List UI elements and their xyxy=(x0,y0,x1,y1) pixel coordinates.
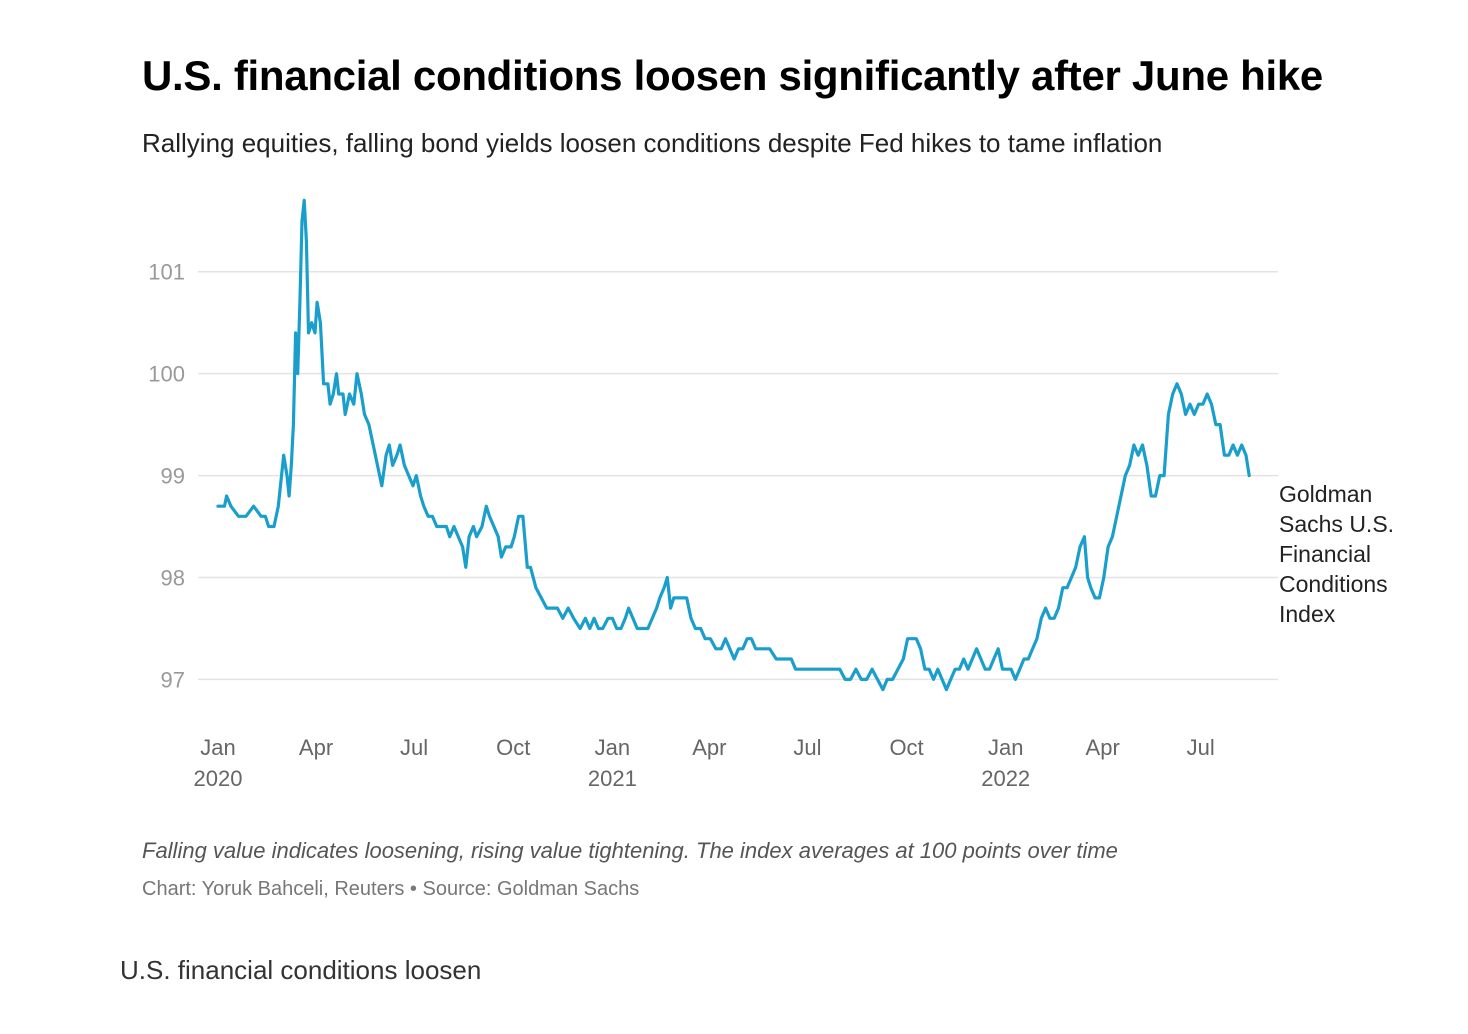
x-tick-label: Apr xyxy=(692,735,726,760)
x-tick-label: Apr xyxy=(1086,735,1120,760)
y-axis-ticks: 97 98 99 100 101 xyxy=(148,260,185,693)
series-label: Goldman Sachs U.S. Financial Conditions Inde… xyxy=(1279,481,1394,627)
y-tick-label: 98 xyxy=(161,566,185,591)
y-tick-label: 97 xyxy=(161,667,185,692)
y-tick-label: 99 xyxy=(161,464,185,489)
x-tick-year-label: 2021 xyxy=(588,766,637,791)
x-tick-year-label: 2020 xyxy=(194,766,243,791)
x-tick-label: Jan xyxy=(595,735,630,760)
chart-credit: Chart: Yoruk Bahceli, Reuters • Source: … xyxy=(142,878,640,900)
gridlines xyxy=(198,270,1278,681)
y-tick-label: 101 xyxy=(148,260,185,285)
x-tick-label: Jan xyxy=(988,735,1023,760)
x-tick-label: Apr xyxy=(299,735,333,760)
chart-note: Falling value indicates loosening, risin… xyxy=(142,838,1118,863)
x-tick-label: Jul xyxy=(400,735,428,760)
y-tick-label: 100 xyxy=(148,362,185,387)
series-layer xyxy=(216,198,1251,692)
x-tick-label: Jul xyxy=(793,735,821,760)
x-tick-label: Jan xyxy=(200,735,235,760)
chart-title: U.S. financial conditions loosen signifi… xyxy=(142,52,1323,99)
x-tick-label: Jul xyxy=(1187,735,1215,760)
x-tick-label: Oct xyxy=(496,735,530,760)
image-caption: U.S. financial conditions loosen xyxy=(120,955,482,985)
series-line xyxy=(216,198,1251,692)
x-tick-label: Oct xyxy=(889,735,923,760)
chart-subtitle: Rallying equities, falling bond yields l… xyxy=(142,128,1163,158)
x-tick-year-label: 2022 xyxy=(981,766,1030,791)
x-axis-ticks: Jan 2020 Apr Jul Oct Jan 2021 Apr Jul Oct Jan 2022 A… xyxy=(194,735,1215,791)
